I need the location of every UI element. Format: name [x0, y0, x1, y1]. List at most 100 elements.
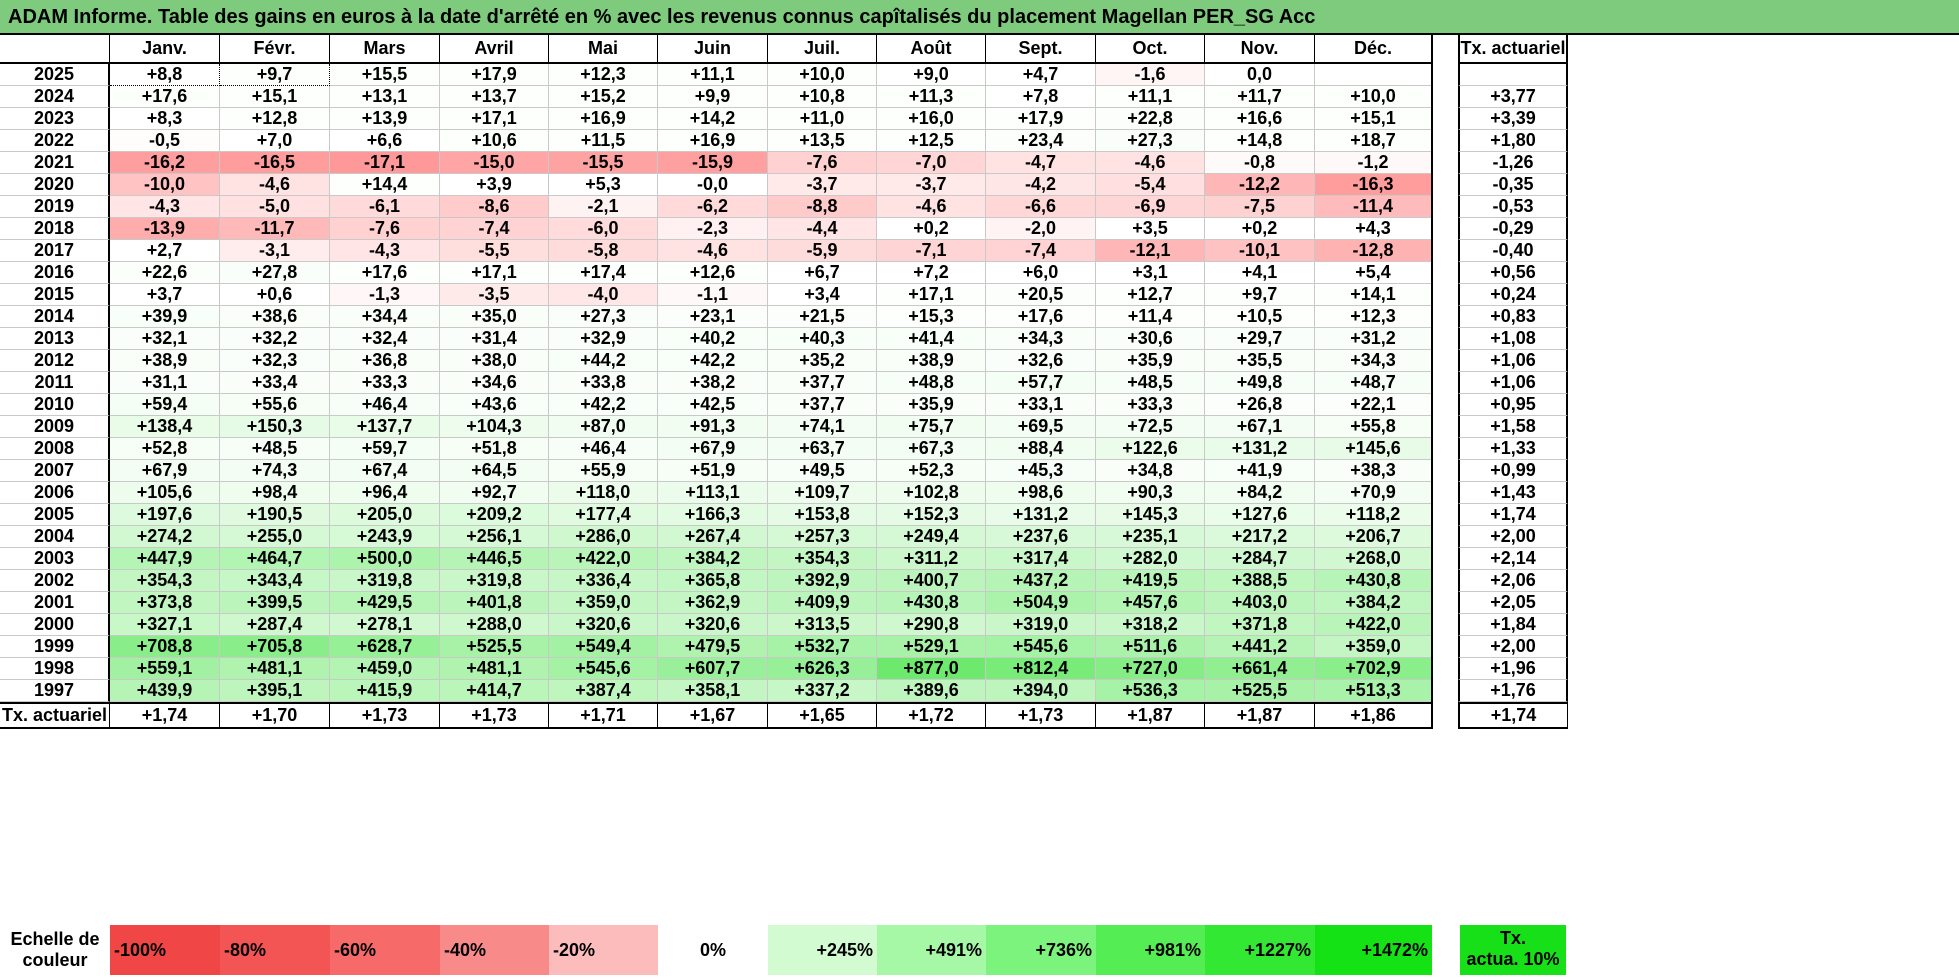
table-cell: +362,9	[658, 592, 768, 614]
table-cell: +15,5	[330, 64, 440, 86]
year-label: 2021	[0, 152, 110, 174]
table-cell: +319,8	[440, 570, 549, 592]
table-cell: +43,6	[440, 394, 549, 416]
table-cell: -12,2	[1205, 174, 1315, 196]
table-cell: +31,1	[110, 372, 220, 394]
year-label: 2008	[0, 438, 110, 460]
table-cell: +35,0	[440, 306, 549, 328]
table-cell: +415,9	[330, 680, 440, 702]
table-cell: +387,4	[549, 680, 658, 702]
scale-label: Echelle de couleur	[0, 925, 110, 975]
table-cell: -11,4	[1315, 196, 1432, 218]
table-cell: +3,5	[1096, 218, 1205, 240]
table-cell: +206,7	[1315, 526, 1432, 548]
table-cell: +7,2	[877, 262, 986, 284]
table-cell: +205,0	[330, 504, 440, 526]
table-cell: -4,7	[986, 152, 1096, 174]
table-cell: +17,6	[330, 262, 440, 284]
table-cell: +430,8	[1315, 570, 1432, 592]
month-header: Févr.	[220, 35, 330, 64]
table-cell: +358,1	[658, 680, 768, 702]
table-cell: +284,7	[1205, 548, 1315, 570]
table-cell: +14,8	[1205, 130, 1315, 152]
table-cell: +365,8	[658, 570, 768, 592]
table-cell: +481,1	[220, 658, 330, 680]
table-cell: -4,2	[986, 174, 1096, 196]
table-cell: -4,6	[877, 196, 986, 218]
table-cell: +2,7	[110, 240, 220, 262]
table-cell: +311,2	[877, 548, 986, 570]
table-cell: -4,6	[220, 174, 330, 196]
table-cell: -6,6	[986, 196, 1096, 218]
table-cell: +11,0	[768, 108, 877, 130]
table-cell: +8,3	[110, 108, 220, 130]
table-cell: +243,9	[330, 526, 440, 548]
tx-actuariel-cell: +1,58	[1458, 416, 1568, 438]
table-cell: -1,2	[1315, 152, 1432, 174]
table-cell: +3,4	[768, 284, 877, 306]
tx-actuariel-cell: -0,40	[1458, 240, 1568, 262]
table-cell: +13,7	[440, 86, 549, 108]
table-cell: +10,6	[440, 130, 549, 152]
table-cell: +10,5	[1205, 306, 1315, 328]
table-cell: -1,6	[1096, 64, 1205, 86]
table-cell: -11,7	[220, 218, 330, 240]
table-cell: +131,2	[986, 504, 1096, 526]
table-cell: -2,3	[658, 218, 768, 240]
year-label: 2011	[0, 372, 110, 394]
table-cell: +437,2	[986, 570, 1096, 592]
table-cell: +57,7	[986, 372, 1096, 394]
table-cell: +44,2	[549, 350, 658, 372]
table-cell: +268,0	[1315, 548, 1432, 570]
table-cell: -15,0	[440, 152, 549, 174]
table-cell: -6,2	[658, 196, 768, 218]
footer-cell: +1,67	[658, 702, 768, 729]
footer-cell: +1,71	[549, 702, 658, 729]
table-cell: +319,8	[330, 570, 440, 592]
table-cell: +84,2	[1205, 482, 1315, 504]
month-header: Oct.	[1096, 35, 1205, 64]
table-cell: +17,6	[986, 306, 1096, 328]
table-cell: +67,4	[330, 460, 440, 482]
month-header: Sept.	[986, 35, 1096, 64]
year-label: 2015	[0, 284, 110, 306]
scale-swatch: +981%	[1096, 925, 1205, 975]
year-label: 2013	[0, 328, 110, 350]
table-cell: +118,2	[1315, 504, 1432, 526]
table-cell: +9,7	[1205, 284, 1315, 306]
table-cell: +37,7	[768, 394, 877, 416]
table-cell: +409,9	[768, 592, 877, 614]
table-cell: +6,7	[768, 262, 877, 284]
table-cell: -0,8	[1205, 152, 1315, 174]
table-cell: +22,1	[1315, 394, 1432, 416]
table-cell: +122,6	[1096, 438, 1205, 460]
tx-actuariel-cell: +3,77	[1458, 86, 1568, 108]
table-cell: +661,4	[1205, 658, 1315, 680]
table-cell: +35,9	[877, 394, 986, 416]
tx-actuariel-cell: -0,35	[1458, 174, 1568, 196]
tx-actuariel-cell: +2,14	[1458, 548, 1568, 570]
table-cell: +400,7	[877, 570, 986, 592]
footer-cell: +1,74	[110, 702, 220, 729]
table-cell: -3,5	[440, 284, 549, 306]
table-cell: +399,5	[220, 592, 330, 614]
table-cell: +287,4	[220, 614, 330, 636]
table-cell: +17,1	[440, 262, 549, 284]
tx-actuariel-cell: +1,06	[1458, 372, 1568, 394]
table-cell: -7,4	[440, 218, 549, 240]
month-header: Mars	[330, 35, 440, 64]
table-cell: +559,1	[110, 658, 220, 680]
table-cell: +41,9	[1205, 460, 1315, 482]
table-cell: +286,0	[549, 526, 658, 548]
year-label: 2025	[0, 64, 110, 86]
table-cell: -12,1	[1096, 240, 1205, 262]
table-cell: -3,7	[768, 174, 877, 196]
table-cell: +59,7	[330, 438, 440, 460]
scale-swatch: -40%	[440, 925, 549, 975]
table-cell: +14,2	[658, 108, 768, 130]
table-cell: +166,3	[658, 504, 768, 526]
table-cell: 0,0	[1205, 64, 1315, 86]
table-cell: +27,3	[549, 306, 658, 328]
table-cell: +145,6	[1315, 438, 1432, 460]
table-cell: +13,1	[330, 86, 440, 108]
